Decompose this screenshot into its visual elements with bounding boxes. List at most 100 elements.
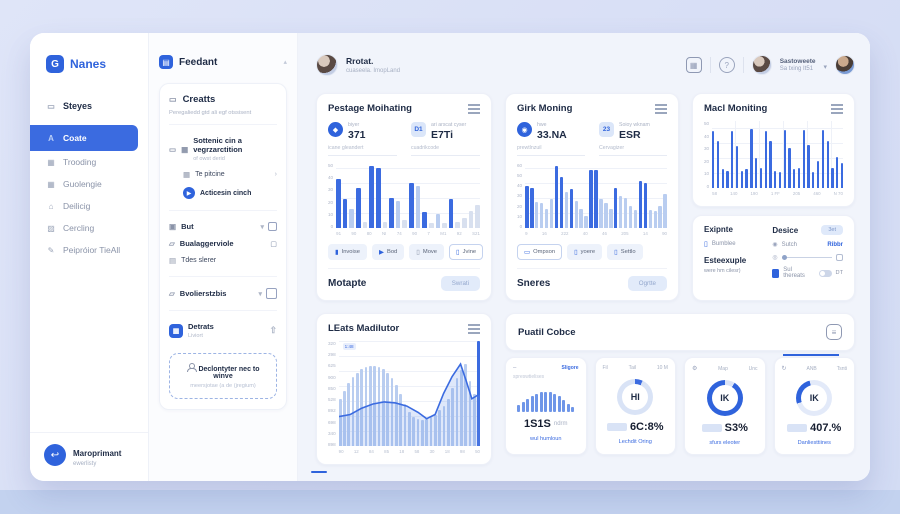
card-leats: LEats Madilutor 320 298 625 900 850 528 892 698… [311, 313, 492, 473]
sidebar-footer[interactable]: ↩ Maroprimant ewerlisty [30, 432, 148, 467]
person-icon [186, 363, 197, 372]
stat-label: hwe [537, 122, 547, 128]
stat-label: ari arscat cyser [431, 122, 467, 128]
stat-block: D1 ari arscat cyser E7Ti cuadrikcode [411, 122, 480, 156]
gear-icon[interactable]: ⚙ [692, 366, 698, 372]
chevron-down-icon[interactable]: ▾ [260, 223, 264, 231]
handle-icon: ◎ [772, 255, 778, 261]
user-name: Rrotat. [346, 56, 374, 66]
x-axis: 58 140 190 1 FF 205 460 N 70 [712, 191, 843, 196]
second-avatar[interactable] [835, 55, 855, 75]
letter-icon: A [48, 133, 54, 143]
menu-icon[interactable] [831, 107, 843, 110]
chip-yoere[interactable]: ▯ yoere [567, 244, 603, 260]
chip-invoise[interactable]: ▮ Invoise [328, 244, 367, 260]
sidebar-item-coate[interactable]: A Coate [30, 125, 138, 151]
globe-icon: ⌂ [48, 201, 54, 211]
tree-item-tdes-slerer[interactable]: ▤ Tdes slerer [169, 252, 277, 269]
refresh-icon[interactable]: ↻ [781, 366, 787, 372]
doc-icon: ▯ [704, 241, 708, 248]
sidebar-item-steyes[interactable]: ▭ Steyes [30, 95, 148, 117]
range-slider[interactable] [781, 254, 832, 261]
tree-subtitle: Peregaliedd gtd ali egf otssisent [169, 110, 252, 116]
slider-end-icon [836, 254, 843, 261]
kpi-tab[interactable]: Unc [748, 365, 758, 372]
share-icon[interactable]: ⇧ [269, 325, 277, 335]
tree-item-label: Bualaggerviole [179, 239, 234, 248]
menu-icon[interactable] [468, 107, 480, 110]
chip-ompson[interactable]: ▭ Ompson [517, 244, 563, 260]
kpi-tab[interactable]: 10 M [656, 365, 668, 371]
sidebar-item-deilicig[interactable]: ⌂ Deilicig [30, 195, 148, 217]
page-icon: ▯ [416, 249, 420, 256]
bar-chart-macl: 50 40 30 20 10 0 58 140 190 1 FF 205 460 N 70 [704, 121, 844, 197]
tree-item-detrats[interactable]: ▦ Detrats Liviort ⇧ [169, 318, 277, 343]
logo-icon: G [46, 55, 64, 73]
menu-icon[interactable] [655, 107, 667, 110]
tree-item-te-pitcine[interactable]: ▦ Te pitcine › [169, 166, 277, 183]
help-icon[interactable]: ? [718, 57, 735, 73]
filter-chips: ▭ Ompson ▯ yoere ▯ Settlo [517, 244, 667, 260]
menu-icon[interactable] [468, 327, 480, 330]
chip-settlo[interactable]: ▯ Settlo [607, 244, 643, 260]
tree-item-label: Bvolierstzbis [179, 289, 227, 298]
folder-icon[interactable]: ▢ [270, 240, 277, 248]
sidebar-item-guolengie[interactable]: ▦ Guolengie [30, 173, 148, 195]
invite-cta[interactable]: Declontyter nec to winve meersjotae (a d… [169, 353, 277, 399]
kpi-tab[interactable]: Tsnti [836, 365, 847, 372]
kpi-link[interactable]: Lechdit Oring [618, 439, 652, 445]
kpi-tab[interactable]: Map [718, 365, 728, 372]
window-icon: ▭ [169, 144, 177, 154]
chip-move[interactable]: ▯ Move [409, 244, 445, 260]
kpi-header-link[interactable]: Sligore [561, 365, 579, 371]
chevron-up-icon[interactable]: ▴ [283, 59, 287, 66]
tree-item-acticesin[interactable]: ▶ Acticesin cinch [169, 183, 277, 203]
kpi-tab[interactable]: ANB [806, 365, 817, 372]
tree-item-but[interactable]: ▣ But ▾ [169, 218, 277, 235]
kpi-sligore: ‒ Sligore spreswtielises 1S1S ndrm wul hu… [505, 357, 587, 455]
donut-chart [706, 380, 743, 416]
chip-jvine[interactable]: ▯ Jvine [449, 244, 484, 260]
pin-icon: ◉ [772, 242, 778, 248]
tree-item-bualaggerviole[interactable]: ▱ Bualaggerviole ▢ [169, 235, 277, 252]
device-icon: ▯ [614, 249, 618, 256]
sidebar-item-cercling[interactable]: ▨ Cercling [30, 217, 148, 239]
list-icon[interactable]: ≡ [826, 324, 842, 340]
kpi-tab[interactable]: Fil [602, 365, 608, 371]
kpi-link[interactable]: Danliesttiines [797, 440, 831, 446]
ogrtte-button[interactable]: Ogrtte [627, 276, 667, 291]
sidebar-item-peiproior[interactable]: ✎ Peipróior TieAll [30, 239, 148, 261]
divider [169, 310, 277, 311]
account-avatar[interactable] [751, 55, 772, 75]
logo-text: Nanes [70, 57, 107, 71]
chevron-down-icon[interactable]: ▾ [258, 290, 262, 298]
chip-bod[interactable]: ▶ Bod [371, 244, 405, 260]
kpi-link[interactable]: sfurs eleoter [709, 440, 741, 446]
swrati-button[interactable]: Swrati [440, 276, 480, 291]
tab-indicator [782, 354, 839, 356]
set-button[interactable]: 3et [821, 225, 843, 235]
filter-chips: ▮ Invoise ▶ Bod ▯ Move ▯ Jvine [328, 244, 484, 260]
sidebar-item-trooding[interactable]: ▦ Trooding [30, 151, 148, 173]
stat-value: ESR [619, 129, 641, 141]
esteexuple-title: Esteexuple [704, 256, 747, 265]
kpi-link[interactable]: wul humloun [530, 436, 562, 442]
kpi-tab[interactable]: Tail [628, 365, 637, 371]
stat-block: ◉ hwe 33.NA prewtlnzuil [517, 122, 585, 156]
chevron-right-icon: › [274, 171, 277, 178]
tree-item-bvolierstzbis[interactable]: ▱ Bvolierstzbis ▾ [169, 284, 277, 303]
stat-sub: Cervagizer [599, 145, 667, 156]
user-avatar[interactable] [316, 54, 338, 76]
tree-item-label: Detrats [188, 322, 214, 331]
calendar-icon[interactable]: ▦ [685, 57, 702, 73]
dashboard-grid: Pestage Moihating ◆ biyer 371 [311, 93, 855, 473]
gem-icon: ◆ [328, 122, 343, 137]
kpi-unit: ndrm [553, 421, 568, 427]
sidebar-item-label: Steyes [63, 101, 93, 111]
chevron-down-icon[interactable] [823, 56, 827, 74]
checkbox[interactable] [266, 288, 277, 299]
tree-item-sottenic[interactable]: ▭ ▦ Sottenic cin a vegrzarctition of ows… [169, 132, 277, 166]
toggle-switch[interactable] [818, 269, 832, 277]
panel-title: Puatil Cobce [518, 326, 576, 338]
